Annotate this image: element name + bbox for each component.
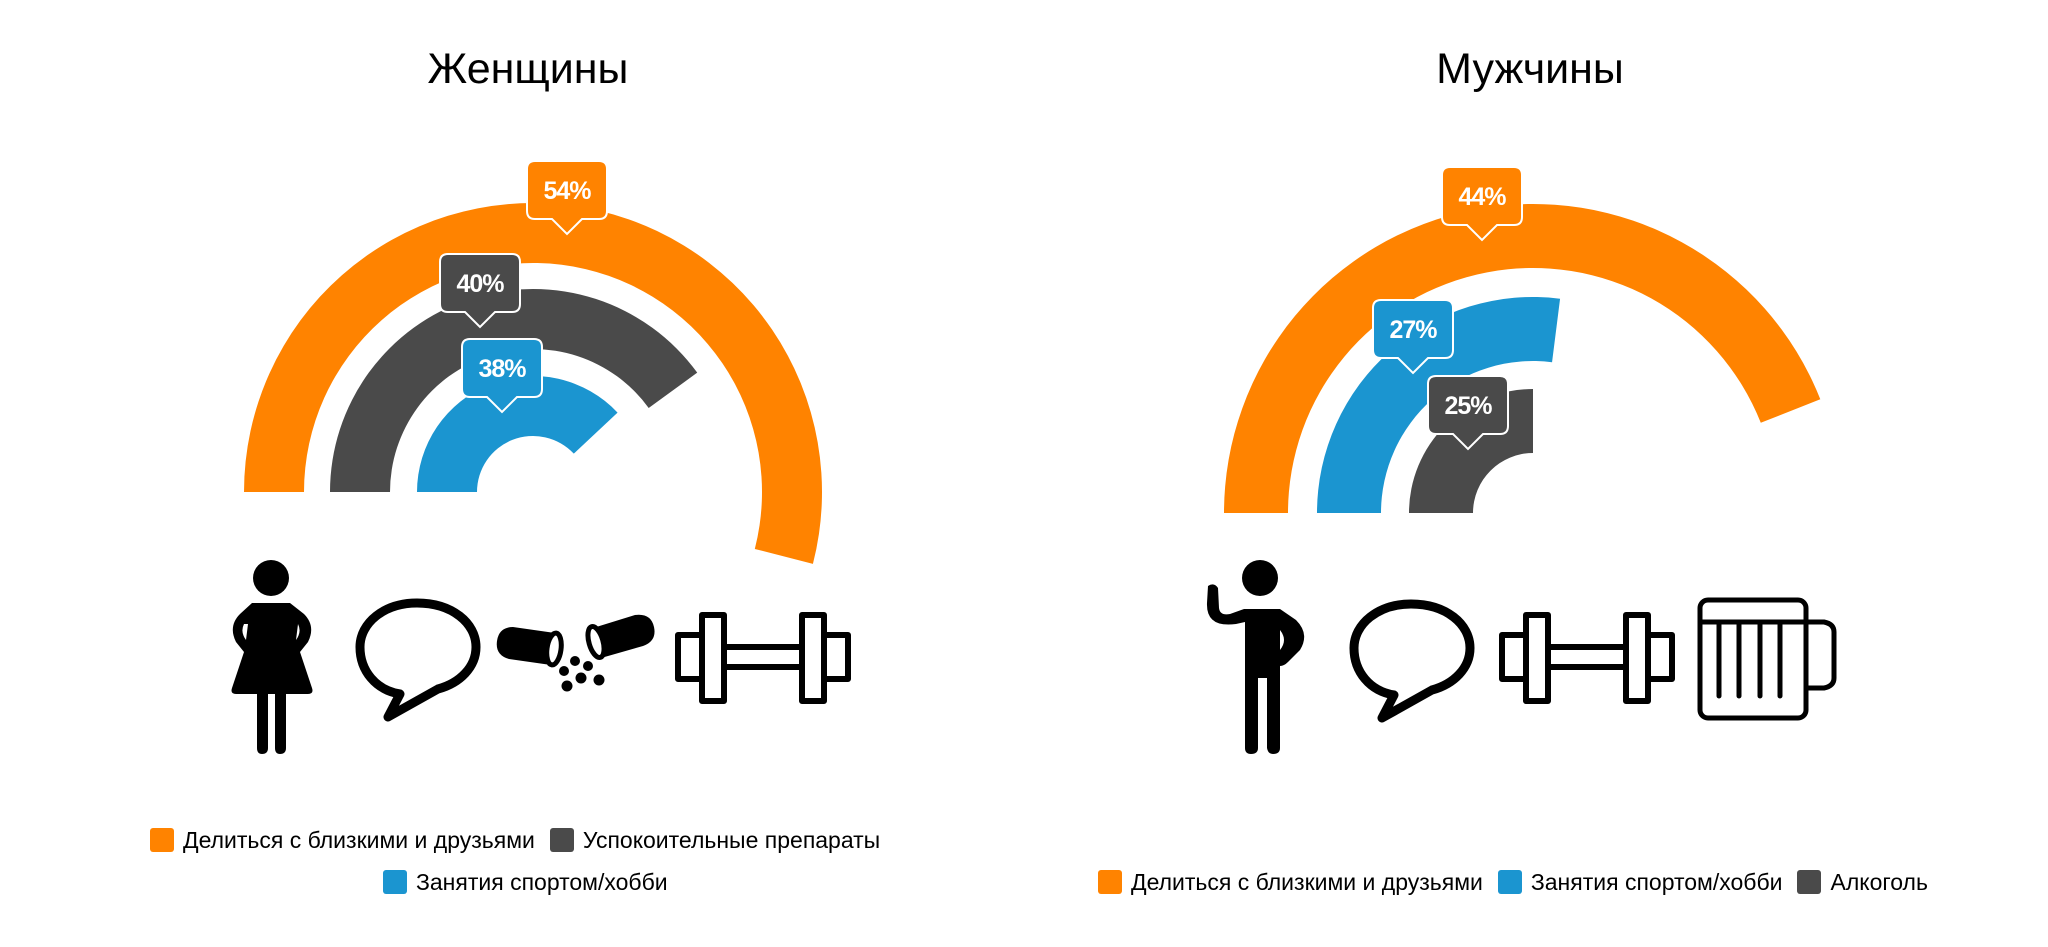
legend-label: Занятия спортом/хобби: [416, 869, 668, 895]
radial-chart-women: 54% 40% 38%: [244, 160, 822, 564]
chart-title-women: Женщины: [427, 45, 629, 93]
woman-icon: [231, 560, 313, 754]
speech-bubble-icon: [1349, 599, 1475, 723]
value-label-bubble: 44%: [1441, 166, 1523, 242]
value-label: 38%: [478, 355, 526, 383]
legend-label: Успокоительные препараты: [582, 827, 881, 853]
dumbbell-icon: [1499, 612, 1675, 704]
value-label-bubble: 40%: [439, 253, 521, 329]
legend-swatch-orange: [1098, 870, 1122, 894]
legend-men-row-1: Делиться с близкими и друзьями Занятия с…: [1098, 867, 1928, 897]
legend-item-sharing[interactable]: Делиться с близкими и друзьями: [150, 825, 535, 855]
man-waving-icon: [1206, 560, 1305, 754]
value-label: 54%: [543, 177, 591, 205]
value-label-bubble: 25%: [1427, 375, 1509, 451]
legend-women-row-2: Занятия спортом/хобби: [383, 867, 668, 897]
legend-label: Занятия спортом/хобби: [1530, 869, 1783, 895]
value-label-bubble: 54%: [526, 160, 608, 236]
legend-label: Делиться с близкими и друзьями: [1131, 869, 1483, 895]
arc-3: [417, 375, 618, 492]
pills-icon: [496, 614, 655, 692]
women-panel: Женщины 54% 40% 38% Делиться с бл: [150, 45, 880, 897]
value-label-bubble: 27%: [1372, 299, 1454, 375]
arc-1: [244, 202, 822, 564]
legend-label: Алкоголь: [1830, 869, 1928, 895]
legend-swatch-dark: [549, 828, 574, 852]
value-label: 44%: [1458, 183, 1506, 211]
legend-item-sport[interactable]: Занятия спортом/хобби: [383, 867, 668, 897]
legend-item-sedatives[interactable]: Успокоительные препараты: [549, 825, 881, 855]
value-label: 40%: [456, 270, 504, 298]
chart-title-men: Мужчины: [1436, 45, 1624, 93]
arc-2: [330, 289, 698, 492]
legend-item-sport[interactable]: Занятия спортом/хобби: [1497, 867, 1783, 897]
arc-1: [1224, 203, 1821, 513]
legend-swatch-blue: [1497, 870, 1522, 894]
value-label-bubble: 38%: [461, 338, 543, 414]
legend-item-alcohol[interactable]: Алкоголь: [1797, 867, 1928, 897]
legend-item-sharing[interactable]: Делиться с близкими и друзьями: [1098, 867, 1483, 897]
value-label: 27%: [1389, 316, 1437, 344]
speech-bubble-icon: [355, 598, 481, 722]
legend-swatch-dark: [1797, 870, 1822, 894]
radial-chart-men: 44% 27% 25%: [1224, 166, 1821, 513]
dumbbell-icon: [675, 612, 851, 704]
arc-2: [1317, 296, 1561, 513]
legend-swatch-blue: [383, 870, 407, 894]
beer-mug-icon: [1697, 597, 1837, 721]
legend-swatch-orange: [150, 828, 174, 852]
legend-women-row-1: Делиться с близкими и друзьями Успокоите…: [150, 825, 880, 855]
men-panel: Мужчины 44% 27% 25% Делиться с: [1024, 0, 2048, 947]
legend-label: Делиться с близкими и друзьями: [183, 827, 535, 853]
value-label: 25%: [1444, 392, 1492, 420]
